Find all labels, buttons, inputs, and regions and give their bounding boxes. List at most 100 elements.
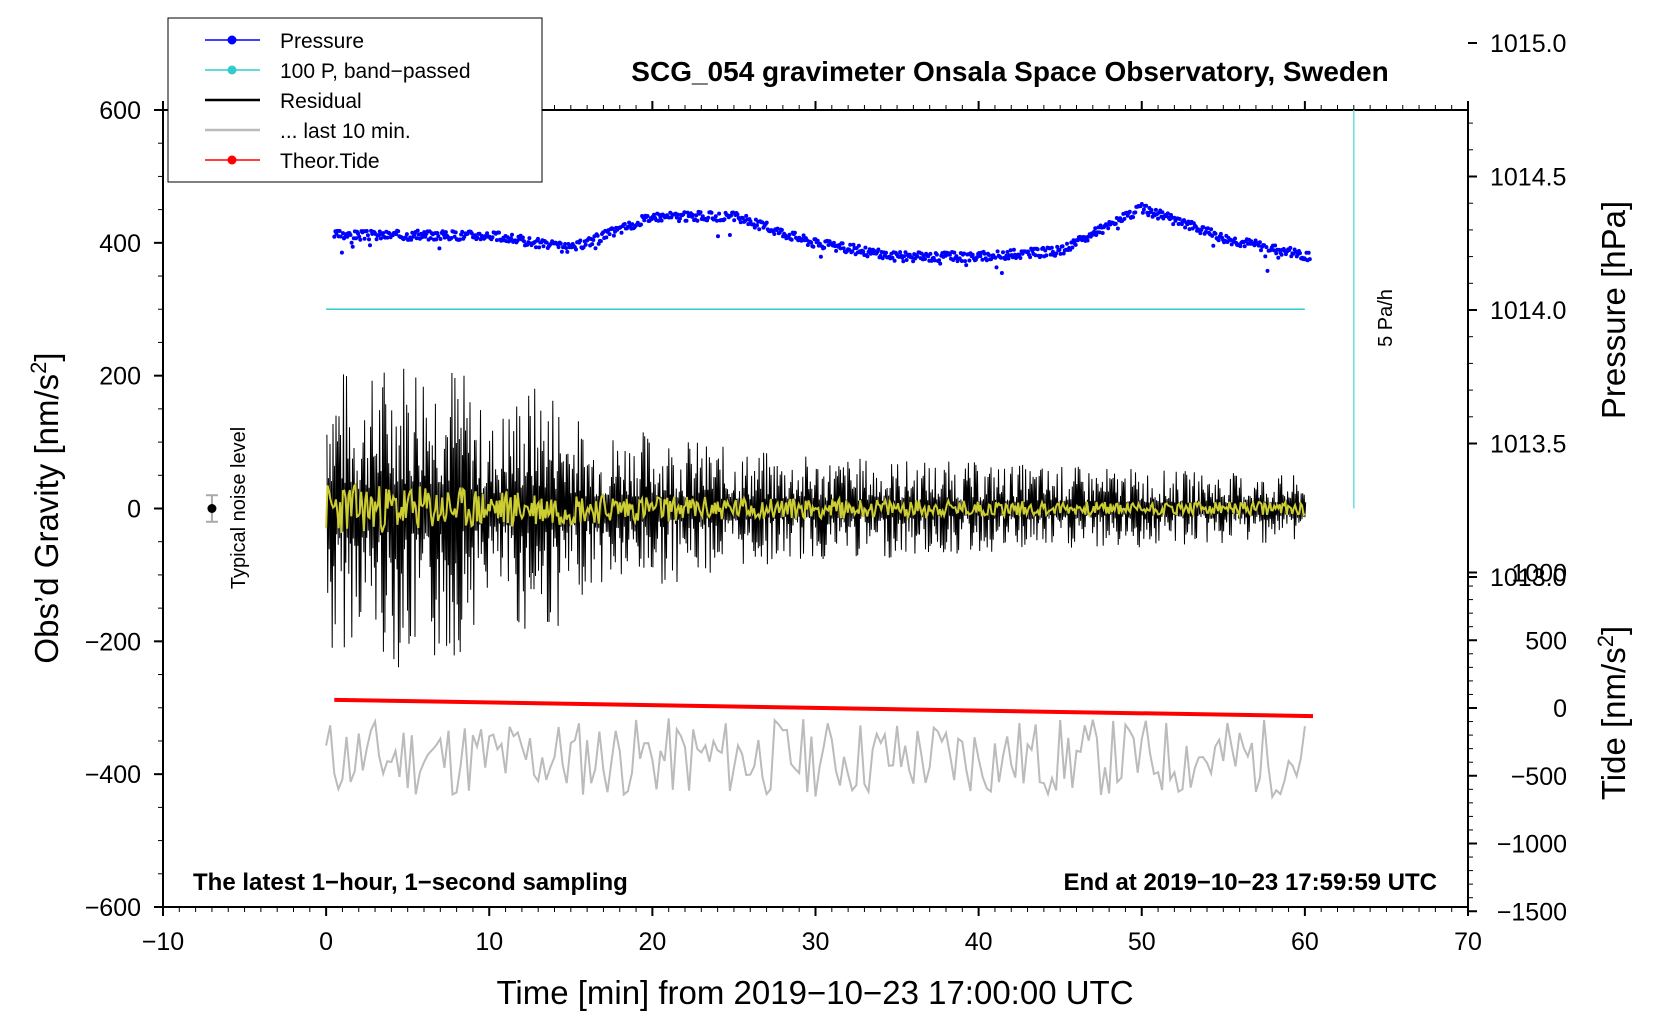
pressure-point <box>509 236 513 241</box>
pressure-point <box>435 231 440 235</box>
y-left-tick-label: −600 <box>85 894 141 922</box>
pressure-point <box>619 230 624 235</box>
pressure-tick-label: 1015.0 <box>1490 30 1566 58</box>
pressure-point <box>831 240 836 245</box>
y-axis-left-ticks: 600 400 200 0 −200 −400 −600 <box>85 97 163 922</box>
rate-bar: 5 Pa/h <box>1353 110 1397 509</box>
pressure-point <box>880 256 885 261</box>
pressure-point <box>494 238 499 243</box>
series-residual-smoothed <box>325 482 1306 534</box>
pressure-point <box>604 235 609 240</box>
pressure-point <box>772 232 777 236</box>
pressure-point <box>1006 256 1011 261</box>
pressure-point <box>378 236 383 241</box>
pressure-point <box>1003 257 1008 261</box>
legend-swatch-marker <box>227 155 237 165</box>
pressure-point <box>1048 252 1053 257</box>
pressure-point <box>559 249 564 254</box>
pressure-point <box>1065 241 1069 246</box>
pressure-point <box>354 236 358 241</box>
pressure-point <box>358 237 363 242</box>
pressure-point <box>1092 229 1097 234</box>
tide-tick-label: −1000 <box>1497 831 1567 859</box>
pressure-point <box>377 229 382 234</box>
y-left-tick-label: 200 <box>99 363 141 391</box>
pressure-point <box>622 222 627 226</box>
pressure-point <box>834 248 839 253</box>
pressure-point <box>675 212 680 217</box>
pressure-point <box>1264 245 1269 250</box>
pressure-point <box>337 229 342 233</box>
pressure-point <box>630 222 635 227</box>
pressure-point <box>838 246 843 251</box>
pressure-point <box>1075 238 1080 243</box>
noise-label: Typical noise level <box>228 427 250 589</box>
pressure-point <box>764 220 769 225</box>
pressure-point <box>993 255 998 260</box>
pressure-point <box>593 246 598 251</box>
pressure-point <box>1160 210 1165 215</box>
pressure-point <box>563 242 568 246</box>
pressure-point <box>1183 225 1188 230</box>
pressure-point <box>1242 244 1247 249</box>
pressure-point <box>627 220 632 225</box>
pressure-point <box>458 237 462 242</box>
pressure-point <box>995 249 1000 254</box>
y-tide-title-close: ] <box>1595 626 1632 635</box>
pressure-point <box>364 229 369 233</box>
y-left-tick-label: −400 <box>85 761 141 789</box>
legend-item: Pressure <box>205 30 364 53</box>
legend-label: 100 P, band−passed <box>280 60 471 83</box>
pressure-point <box>1190 226 1195 231</box>
pressure-point <box>1028 255 1033 260</box>
pressure-point <box>840 241 845 246</box>
pressure-point <box>590 242 595 247</box>
pressure-point <box>744 213 749 218</box>
pressure-point <box>656 218 661 223</box>
legend-label: Residual <box>280 90 362 113</box>
pressure-point <box>404 232 409 237</box>
pressure-point <box>591 238 596 242</box>
pressure-point <box>962 251 966 256</box>
pressure-point <box>959 259 964 263</box>
series-theor-tide <box>334 697 1314 719</box>
pressure-point <box>434 237 439 242</box>
pressure-point <box>396 229 401 234</box>
pressure-point <box>565 249 570 254</box>
pressure-point <box>999 271 1004 275</box>
y-tide-title-sup: 2 <box>1593 635 1618 647</box>
pressure-point <box>980 257 985 262</box>
typical-noise-level-marker: Typical noise level <box>205 427 250 589</box>
pressure-point <box>716 234 720 239</box>
pressure-point <box>1140 210 1145 215</box>
pressure-point <box>1187 227 1192 232</box>
pressure-point <box>381 231 386 236</box>
last-10-min-line <box>325 717 1306 800</box>
pressure-point <box>1288 245 1293 250</box>
pressure-point <box>805 243 810 247</box>
pressure-point <box>1203 230 1208 235</box>
pressure-point <box>1141 207 1146 212</box>
pressure-point <box>345 234 350 239</box>
pressure-tick-label: 1014.0 <box>1490 297 1566 325</box>
pressure-tick-label: 1013.0 <box>1490 564 1566 592</box>
pressure-point <box>910 255 914 260</box>
y-tide-title-main: Tide [nm/s <box>1595 647 1632 800</box>
pressure-point <box>815 238 820 243</box>
pressure-point <box>449 236 454 240</box>
pressure-point <box>964 263 969 268</box>
pressure-point <box>564 246 569 250</box>
residual-line <box>326 368 1307 668</box>
pressure-point <box>339 250 344 255</box>
pressure-point <box>1070 245 1075 250</box>
pressure-point <box>1177 217 1182 221</box>
pressure-point <box>1149 208 1154 212</box>
pressure-point <box>714 218 719 223</box>
pressure-point <box>911 259 916 264</box>
pressure-point <box>678 216 682 221</box>
pressure-point <box>645 214 650 218</box>
pressure-point <box>437 246 442 251</box>
tide-tick-label: −500 <box>1511 763 1567 791</box>
pressure-point <box>898 250 903 255</box>
